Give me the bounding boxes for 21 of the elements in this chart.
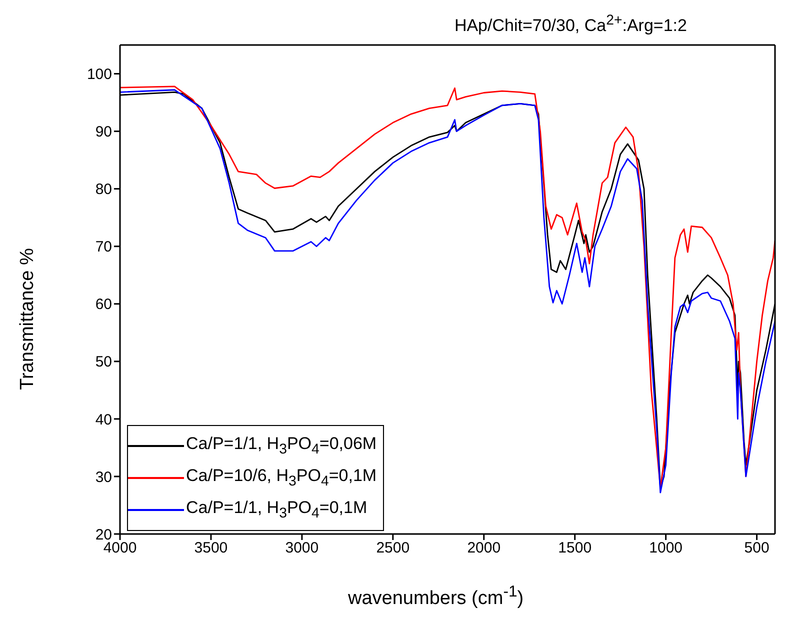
y-tick-label: 90: [95, 124, 112, 141]
x-tick-label: 3500: [194, 540, 228, 557]
x-tick-label: 1500: [558, 540, 592, 557]
y-tick-label: 50: [95, 354, 112, 371]
x-tick-label: 2000: [467, 540, 501, 557]
x-tick-label: 2500: [376, 540, 410, 557]
y-axis-title: Transmittance %: [17, 248, 38, 390]
y-tick-label: 60: [95, 296, 112, 314]
legend-label: Ca/P=1/1, H$_{3}$PO$_{4}$=0,06M: [186, 434, 377, 458]
x-tick-label: 1000: [649, 540, 683, 557]
legend-label: Ca/P=10/6, H$_{3}$PO$_{4}$=0,1M: [186, 466, 377, 490]
x-tick-label: 3000: [285, 540, 319, 557]
y-tick-label: 100: [86, 66, 112, 84]
legend-label: Ca/P=1/1, H$_{3}$PO$_{4}$=0,1M: [186, 498, 368, 522]
x-axis-title: wavenumbers (cm$^{-1}$): [348, 584, 524, 609]
chart-title: HAp/Chit=70/30, Ca$^{2+}$:Arg=1:2: [454, 12, 687, 35]
y-tick-label: 70: [95, 238, 112, 256]
y-tick-label: 40: [95, 411, 112, 428]
y-tick-label: 80: [95, 181, 112, 198]
x-tick-label: 500: [744, 540, 770, 557]
y-tick-label: 30: [95, 468, 112, 486]
